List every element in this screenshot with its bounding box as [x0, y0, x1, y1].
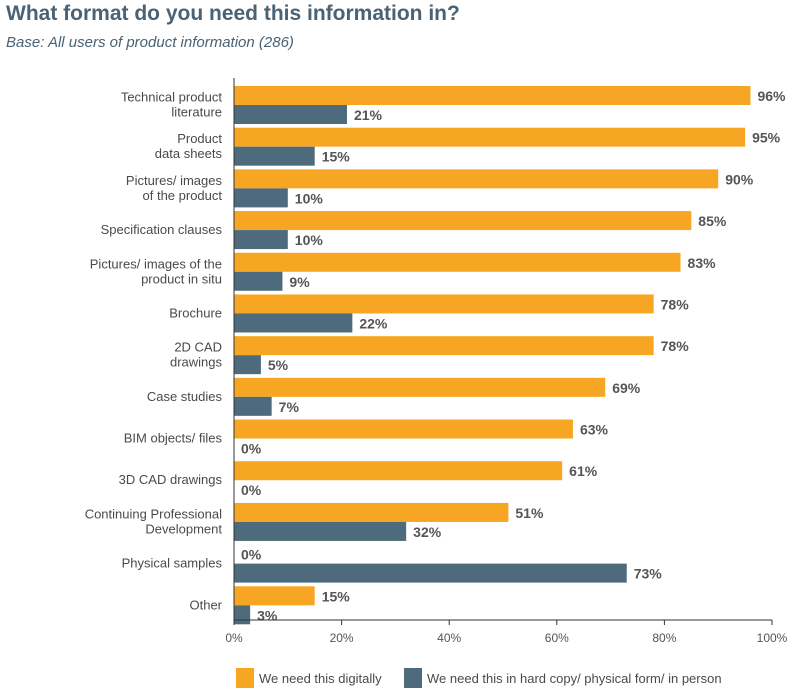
bar-digital — [234, 336, 654, 356]
category-label: 3D CAD drawings — [119, 472, 223, 487]
bar-digital — [234, 419, 573, 439]
value-label: 22% — [359, 315, 388, 331]
value-label: 15% — [322, 588, 351, 604]
bar-digital — [234, 252, 681, 272]
category-label: Product data sheets — [155, 131, 223, 161]
bar-hard-copy — [234, 146, 315, 166]
value-label: 10% — [295, 232, 324, 248]
bar-hard-copy — [234, 271, 283, 291]
value-label: 78% — [661, 296, 690, 312]
category-label: Brochure — [169, 305, 222, 320]
category-label-line: literature — [171, 105, 222, 120]
category-label: Case studies — [147, 389, 223, 404]
bar-hard-copy — [234, 105, 347, 124]
bar-digital — [234, 169, 719, 189]
bar-hard-copy — [234, 563, 627, 583]
category-label: Physical samples — [122, 556, 223, 571]
value-label: 5% — [268, 357, 289, 373]
bar-hard-copy — [234, 313, 353, 333]
category-label-line: Pictures/ images — [126, 173, 223, 188]
value-label: 95% — [752, 130, 781, 146]
category-label-line: BIM objects/ files — [124, 431, 223, 446]
value-label: 83% — [688, 255, 717, 271]
category-label-line: 3D CAD drawings — [119, 472, 223, 487]
value-label: 78% — [661, 338, 690, 354]
value-label: 63% — [580, 422, 609, 438]
bar-hard-copy — [234, 188, 288, 208]
value-label: 3% — [257, 607, 278, 623]
value-label: 0% — [241, 547, 262, 563]
bar-digital — [234, 294, 654, 314]
category-label-line: Brochure — [169, 305, 222, 320]
x-tick-label: 60% — [545, 631, 569, 645]
chart-subtitle: Base: All users of product information (… — [6, 34, 294, 51]
category-label: Continuing Professional Development — [85, 506, 223, 536]
category-label-line: of the product — [143, 188, 223, 203]
category-label-line: 2D CAD — [174, 340, 222, 355]
legend-label-digital: We need this digitally — [259, 671, 382, 686]
category-label: BIM objects/ files — [124, 431, 223, 446]
value-label: 0% — [241, 441, 262, 457]
bar-digital — [234, 502, 509, 522]
value-label: 85% — [698, 213, 727, 229]
bar-hard-copy — [234, 355, 261, 375]
category-label: Other — [189, 597, 222, 612]
legend-swatch-digital — [236, 668, 254, 688]
value-label: 9% — [289, 274, 310, 290]
value-label: 15% — [322, 149, 351, 165]
category-label: Technical product literature — [121, 90, 223, 120]
bar-hard-copy — [234, 230, 288, 250]
value-label: 61% — [569, 463, 598, 479]
category-label: Pictures/ images of the product — [126, 173, 223, 203]
x-tick-label: 0% — [225, 631, 243, 645]
x-tick-label: 40% — [437, 631, 461, 645]
category-label-line: Technical product — [121, 90, 223, 105]
category-label-line: Case studies — [147, 389, 223, 404]
bar-digital — [234, 127, 746, 147]
value-label: 69% — [612, 380, 641, 396]
value-label: 51% — [515, 505, 544, 521]
category-label: 2D CAD drawings — [170, 340, 223, 370]
value-label: 10% — [295, 190, 324, 206]
legend-label-hard-copy: We need this in hard copy/ physical form… — [427, 671, 722, 686]
x-tick-label: 80% — [652, 631, 676, 645]
bar-digital — [234, 377, 606, 397]
chart-title: What format do you need this information… — [6, 2, 460, 25]
category-label-line: Other — [189, 597, 222, 612]
bar-hard-copy — [234, 396, 272, 416]
x-tick-label: 100% — [757, 631, 788, 645]
category-label-line: Continuing Professional — [85, 506, 222, 521]
bar-digital — [234, 211, 692, 231]
category-label-line: data sheets — [155, 146, 223, 161]
value-label: 0% — [241, 482, 262, 498]
category-label: Pictures/ images of the product in situ — [90, 256, 222, 286]
legend-swatch-hard-copy — [404, 668, 422, 688]
bar-digital — [234, 461, 563, 481]
value-label: 73% — [634, 566, 663, 582]
category-label: Specification clauses — [101, 222, 223, 237]
category-label-line: Specification clauses — [101, 222, 223, 237]
category-label-line: Product — [177, 131, 222, 146]
value-label: 21% — [354, 107, 383, 123]
value-label: 32% — [413, 524, 442, 540]
bar-digital — [234, 86, 751, 105]
category-label-line: Development — [145, 521, 222, 536]
value-label: 96% — [757, 88, 786, 104]
category-label-line: Physical samples — [122, 556, 223, 571]
x-tick-label: 20% — [330, 631, 354, 645]
category-label-line: Pictures/ images of the — [90, 256, 222, 271]
bar-hard-copy — [234, 521, 407, 541]
value-label: 7% — [279, 399, 300, 415]
bar-digital — [234, 586, 315, 606]
bar-hard-copy — [234, 605, 251, 625]
value-label: 90% — [725, 171, 754, 187]
category-label-line: product in situ — [141, 271, 222, 286]
category-label-line: drawings — [170, 355, 223, 370]
